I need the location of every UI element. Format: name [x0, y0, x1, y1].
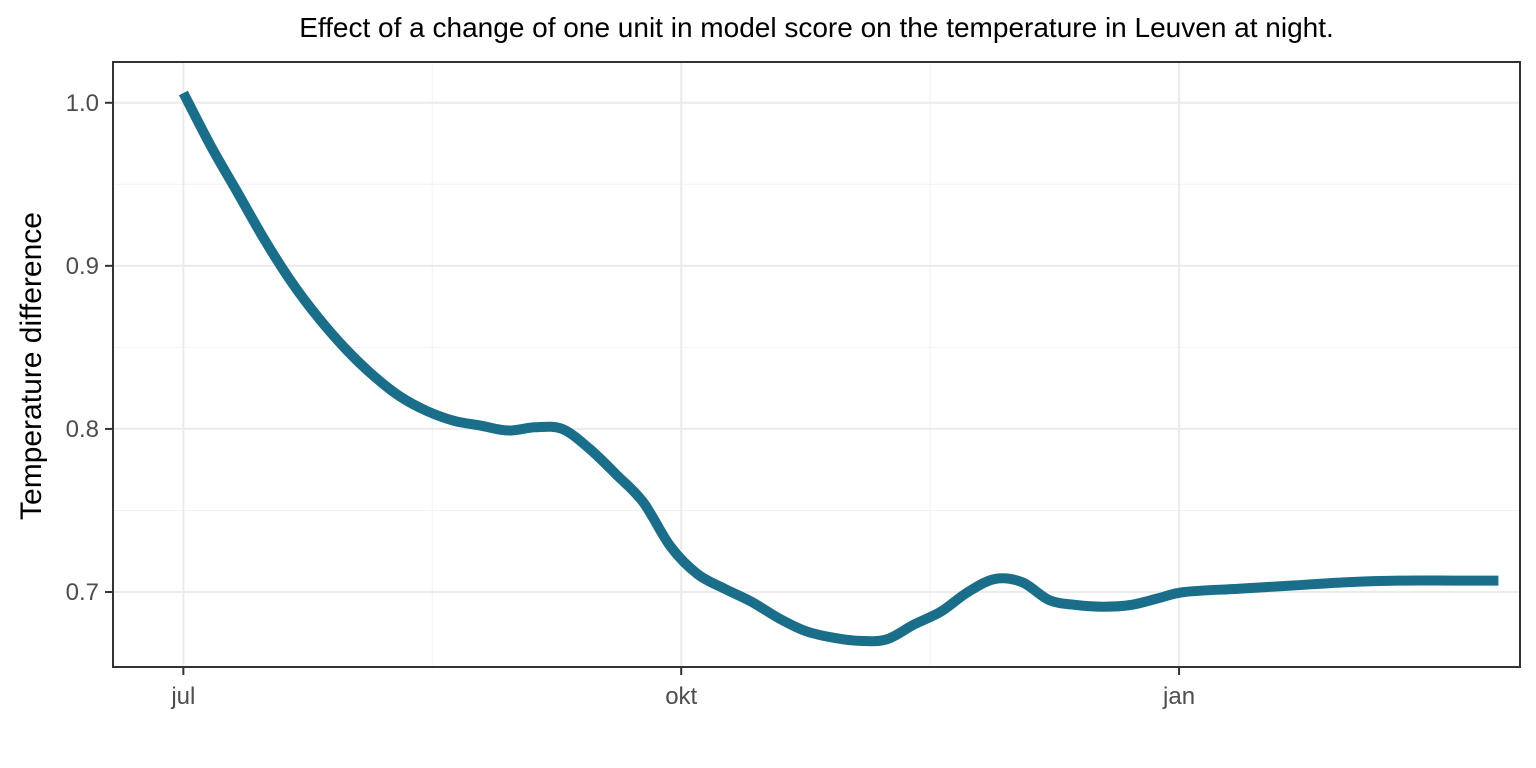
- y-tick-label: 0.7: [66, 579, 99, 606]
- y-tick-label: 0.8: [66, 416, 99, 443]
- x-tick-label: jul: [170, 683, 195, 710]
- x-tick-label: jan: [1162, 683, 1195, 710]
- series-line: [178, 90, 1499, 647]
- y-tick-label: 1.0: [66, 90, 99, 117]
- plot-border: [112, 61, 1521, 668]
- x-tick-label: okt: [665, 683, 697, 710]
- chart-title: Effect of a change of one unit in model …: [299, 12, 1334, 43]
- y-tick-label: 0.9: [66, 253, 99, 280]
- plot-background: [113, 62, 1520, 667]
